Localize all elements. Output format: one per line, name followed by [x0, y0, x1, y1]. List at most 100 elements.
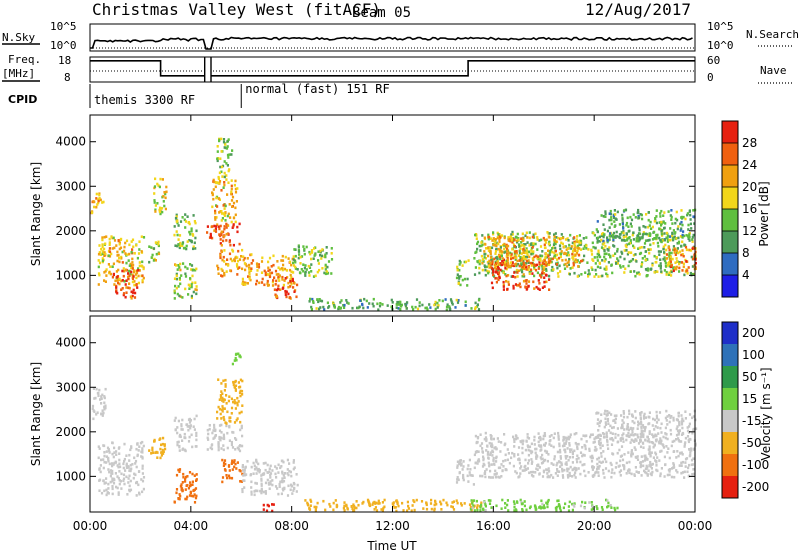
heatmap-cell [270, 265, 273, 268]
heatmap-cell [492, 231, 495, 234]
heatmap-cell [214, 209, 217, 213]
heatmap-cell [191, 483, 194, 486]
heatmap-cell [133, 472, 136, 476]
heatmap-cell [186, 240, 189, 243]
heatmap-cell [223, 160, 226, 163]
heatmap-cell [128, 489, 131, 493]
heatmap-cell [673, 475, 676, 479]
heatmap-cell [569, 450, 572, 454]
heatmap-cell [528, 471, 531, 475]
heatmap-cell [529, 505, 532, 508]
heatmap-cell [480, 442, 484, 445]
y-tick-label: 4000 [55, 135, 86, 149]
heatmap-cell [663, 475, 666, 478]
heatmap-cell [104, 404, 107, 408]
heatmap-cell [644, 457, 647, 460]
heatmap-cell [180, 483, 183, 486]
heatmap-cell [681, 471, 685, 474]
heatmap-cell [688, 233, 691, 236]
heatmap-cell [520, 244, 523, 247]
heatmap-cell [673, 248, 676, 252]
heatmap-cell [520, 264, 523, 267]
heatmap-cell [159, 212, 162, 216]
heatmap-cell [581, 446, 584, 449]
heatmap-cell [591, 456, 594, 460]
heatmap-cell [675, 469, 678, 472]
heatmap-cell [343, 504, 346, 508]
heatmap-cell [626, 469, 630, 473]
heatmap-cell [517, 453, 520, 456]
heatmap-cell [626, 237, 629, 240]
heatmap-cell [677, 437, 680, 440]
heatmap-cell [597, 440, 601, 443]
heatmap-cell [211, 193, 214, 197]
heatmap-cell [682, 254, 685, 258]
heatmap-cell [539, 259, 542, 262]
heatmap-cell [511, 261, 514, 264]
heatmap-cell [653, 443, 656, 447]
heatmap-cell [570, 448, 573, 451]
heatmap-cell [580, 437, 583, 441]
heatmap-cell [110, 472, 113, 475]
heatmap-cell [131, 463, 134, 466]
heatmap-cell [634, 433, 637, 436]
heatmap-cell [672, 238, 675, 242]
time-axis-label: Time UT [366, 539, 417, 553]
heatmap-cell [499, 466, 502, 469]
heatmap-cell [271, 509, 274, 513]
heatmap-cell [123, 442, 126, 446]
heatmap-cell [112, 481, 116, 485]
heatmap-cell [488, 259, 491, 263]
heatmap-cell [106, 491, 109, 494]
heatmap-cell [101, 257, 104, 260]
heatmap-cell [501, 262, 504, 265]
heatmap-cell [473, 273, 477, 276]
heatmap-cell [188, 230, 191, 234]
heatmap-cell [473, 504, 476, 508]
heatmap-cell [641, 233, 644, 236]
heatmap-cell [192, 290, 195, 294]
heatmap-cell [481, 447, 484, 450]
heatmap-cell [286, 472, 289, 475]
heatmap-cell [281, 480, 284, 484]
heatmap-cell [625, 434, 628, 437]
heatmap-cell [184, 477, 187, 481]
heatmap-cell [115, 485, 118, 489]
heatmap-cell [372, 297, 375, 301]
heatmap-cell [266, 282, 269, 285]
heatmap-cell [576, 447, 579, 451]
heatmap-cell [162, 452, 165, 455]
heatmap-cell [263, 269, 266, 273]
heatmap-cell [642, 435, 645, 439]
heatmap-cell [160, 454, 163, 457]
heatmap-cell [489, 256, 493, 259]
heatmap-cell [663, 211, 666, 214]
heatmap-cell [410, 509, 413, 512]
heatmap-cell [218, 407, 222, 411]
heatmap-cell [684, 244, 687, 247]
heatmap-cell [109, 469, 112, 472]
heatmap-cell [612, 238, 615, 242]
heatmap-cell [616, 257, 619, 260]
heatmap-cell [107, 448, 110, 451]
heatmap-cell [486, 260, 489, 264]
heatmap-cell [622, 410, 625, 413]
y-tick-label: 2000 [55, 425, 86, 439]
heatmap-cell [324, 508, 327, 512]
heatmap-cell [281, 470, 284, 474]
nsky-frame [89, 23, 696, 52]
heatmap-cell [186, 425, 189, 428]
heatmap-cell [193, 241, 196, 245]
heatmap-cell [516, 271, 519, 274]
heatmap-cell [464, 300, 467, 304]
heatmap-cell [531, 460, 534, 464]
heatmap-cell [130, 290, 133, 294]
heatmap-cell [231, 205, 234, 208]
heatmap-cell [559, 455, 562, 458]
heatmap-cell [208, 424, 211, 427]
heatmap-cell [285, 295, 288, 299]
heatmap-cell [609, 232, 612, 235]
heatmap-cell [173, 500, 176, 504]
heatmap-cell [178, 294, 181, 298]
heatmap-cell [101, 409, 104, 412]
